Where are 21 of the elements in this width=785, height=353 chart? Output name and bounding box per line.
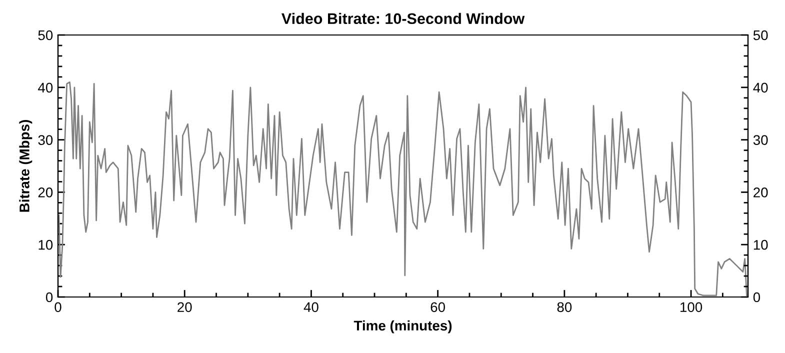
y2-tick-label: 30 [753,135,768,145]
y2-tick-label: 10 [754,240,768,250]
y2-tick-label: 0 [753,292,760,302]
y-tick-label: 50 [38,30,53,40]
y2-tick-label: 20 [754,188,768,198]
y2-tick-label: 50 [753,30,768,40]
x-tick-label: 20 [178,302,192,312]
y-tick-label: 40 [38,82,53,93]
x-tick-label: 80 [557,302,572,312]
chart-title: Video Bitrate: 10-Second Window [282,12,525,24]
y2-tick-label: 40 [753,82,768,93]
y-tick-label: 10 [38,240,53,250]
x-axis-title: Time (minutes) [354,320,452,334]
x-tick-label: 0 [54,302,62,312]
y-tick-label: 0 [46,292,53,302]
x-tick-label: 100 [680,302,702,312]
x-tick-label: 40 [304,302,318,312]
y-axis-title: Bitrate (Mbps) [19,120,32,212]
y-tick-label: 20 [38,188,53,198]
y-tick-label: 30 [38,135,53,145]
x-tick-label: 60 [430,302,445,312]
